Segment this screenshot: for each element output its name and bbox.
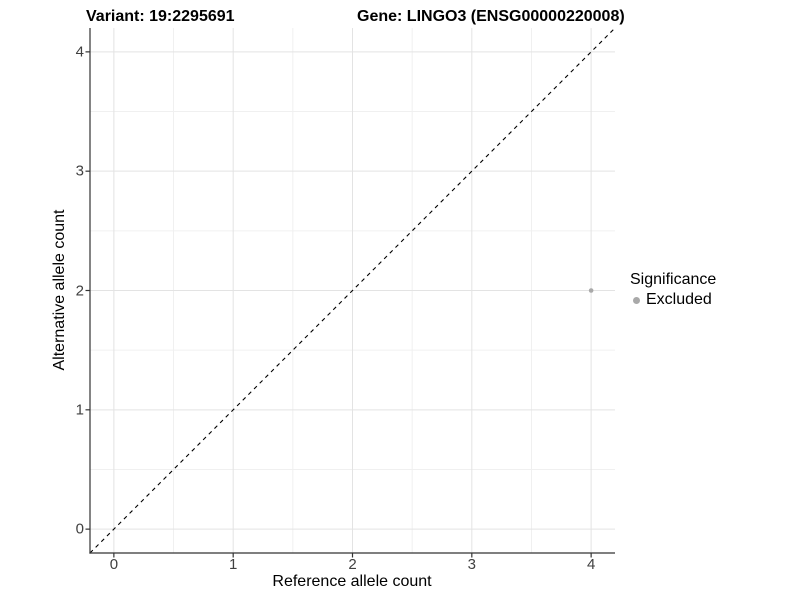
- x-tick-label: 1: [229, 556, 238, 573]
- y-tick-label: 3: [75, 162, 84, 180]
- legend-entry: Excluded: [630, 291, 716, 309]
- legend-entry-label: Excluded: [646, 291, 712, 308]
- y-tick-label: 0: [75, 520, 84, 538]
- legend-key-dot-icon: [633, 296, 640, 304]
- x-tick-label: 0: [109, 556, 119, 573]
- x-tick-label: 3: [467, 556, 476, 573]
- data-points: [588, 288, 594, 293]
- legend: Significance Excluded: [630, 270, 716, 309]
- y-tick-label: 4: [75, 43, 84, 61]
- plot-title-variant: Variant: 19:2295691: [86, 8, 235, 25]
- legend-title: Significance: [630, 271, 717, 288]
- x-axis-title: Reference allele count: [272, 573, 432, 590]
- x-tick-label: 4: [586, 556, 596, 573]
- x-tick-label: 2: [348, 556, 357, 573]
- scatter-point: [588, 288, 594, 293]
- y-tick-label: 2: [75, 282, 84, 299]
- identity-dashed-line: [89, 27, 616, 554]
- y-axis-title: Alternative allele count: [51, 209, 68, 371]
- tick-marks: [85, 51, 592, 558]
- plot-title-gene: Gene: LINGO3 (ENSG00000220008): [357, 8, 625, 25]
- y-tick-label: 1: [75, 401, 84, 419]
